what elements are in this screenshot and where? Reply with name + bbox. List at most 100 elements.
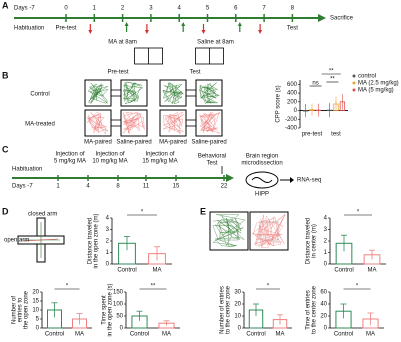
label: Days -7	[14, 6, 35, 12]
label: 30	[234, 290, 241, 296]
label: 8	[291, 6, 295, 12]
corridor	[185, 119, 197, 127]
corridor	[110, 89, 122, 97]
label: 8	[116, 184, 120, 190]
track	[212, 214, 246, 248]
label: Days -7	[12, 184, 33, 190]
arrow-head	[124, 22, 129, 26]
label: Brain region	[246, 154, 278, 160]
label: Habituation	[12, 167, 42, 173]
label: **	[329, 69, 334, 75]
label: C	[2, 144, 9, 154]
label: open arm	[4, 238, 29, 244]
arrow-head	[201, 30, 206, 34]
label: MA	[162, 332, 171, 338]
label: 1	[324, 250, 328, 256]
label: 1	[106, 250, 110, 256]
label: 11	[143, 184, 150, 190]
label: 0	[36, 326, 40, 332]
label: 4	[324, 216, 328, 222]
track	[198, 82, 220, 104]
label: 150	[113, 290, 124, 296]
arrow-head	[88, 30, 93, 34]
label: 60	[320, 290, 327, 296]
label: 0	[324, 262, 328, 268]
label: RNA-seq	[297, 178, 321, 184]
label: Injection of	[145, 152, 174, 158]
label: ns	[312, 81, 318, 87]
label: Habituation	[14, 26, 44, 32]
hippocampus	[251, 177, 273, 183]
label: 7	[262, 6, 266, 12]
label: 1	[93, 6, 97, 12]
label: the open zone	[24, 290, 30, 329]
label: closed arm	[28, 212, 57, 218]
label: Saline-paired	[116, 140, 151, 146]
label: entries to	[18, 297, 24, 322]
label: 15	[32, 299, 39, 305]
label: E	[200, 206, 206, 216]
label: Test	[287, 26, 298, 32]
label: *	[66, 284, 69, 290]
label: MA (5 mg/kg)	[358, 88, 394, 94]
label: **	[151, 284, 156, 290]
label: *	[357, 210, 360, 216]
legend-marker	[352, 74, 356, 78]
label: Time of entries	[306, 290, 312, 329]
label: 10 mg/kg MA	[92, 159, 127, 165]
label: Saline-paired	[191, 140, 226, 146]
label: CPP score (s)	[276, 85, 282, 122]
label: 50	[116, 314, 123, 320]
track	[122, 81, 144, 105]
label: Control	[117, 268, 136, 274]
label: 400	[287, 91, 298, 97]
label: Control	[246, 332, 265, 338]
label: 15 mg/kg MA	[142, 159, 177, 165]
arrow-head	[290, 177, 294, 183]
label: Test	[189, 70, 200, 76]
track	[87, 82, 109, 104]
label: MA	[153, 268, 162, 274]
label: 3	[324, 227, 328, 233]
label: 2	[324, 239, 328, 245]
label: MA-paired	[159, 140, 187, 146]
label: 20	[32, 290, 39, 296]
label: Number of	[12, 296, 18, 324]
arrow-head	[237, 22, 242, 26]
label: **	[330, 77, 335, 83]
label: MA	[368, 268, 377, 274]
label: Control	[334, 268, 353, 274]
label: A	[2, 0, 9, 10]
label: 6	[234, 6, 238, 12]
label: Injection of	[55, 152, 84, 158]
track	[23, 238, 59, 242]
track	[86, 111, 109, 135]
track	[251, 214, 286, 248]
label: 0	[120, 326, 124, 332]
label: MA-paired	[84, 140, 112, 146]
label: Distance traveled	[88, 218, 94, 264]
label: 40	[320, 302, 327, 308]
label: 4	[106, 216, 110, 222]
label: 2	[121, 6, 125, 12]
label: 3	[106, 227, 110, 233]
label: 0	[106, 262, 110, 268]
label: Saline at 8am	[197, 40, 234, 46]
label: 600	[287, 82, 298, 88]
label: 4	[86, 184, 90, 190]
label: to the center zone	[312, 285, 318, 334]
label: *	[267, 284, 270, 290]
label: MA	[75, 332, 84, 338]
label: Control	[130, 332, 149, 338]
label: 5 mg/kg MA	[54, 159, 86, 165]
label: Control	[30, 92, 49, 98]
label: -400	[285, 126, 298, 132]
label: Control	[334, 332, 353, 338]
label: to the center zone	[226, 285, 232, 334]
label: Control	[45, 332, 64, 338]
label: 4	[178, 6, 182, 12]
label: 15	[173, 184, 180, 190]
label: 20	[234, 302, 241, 308]
label: microdissection	[241, 161, 282, 167]
label: pre-test	[302, 132, 323, 138]
